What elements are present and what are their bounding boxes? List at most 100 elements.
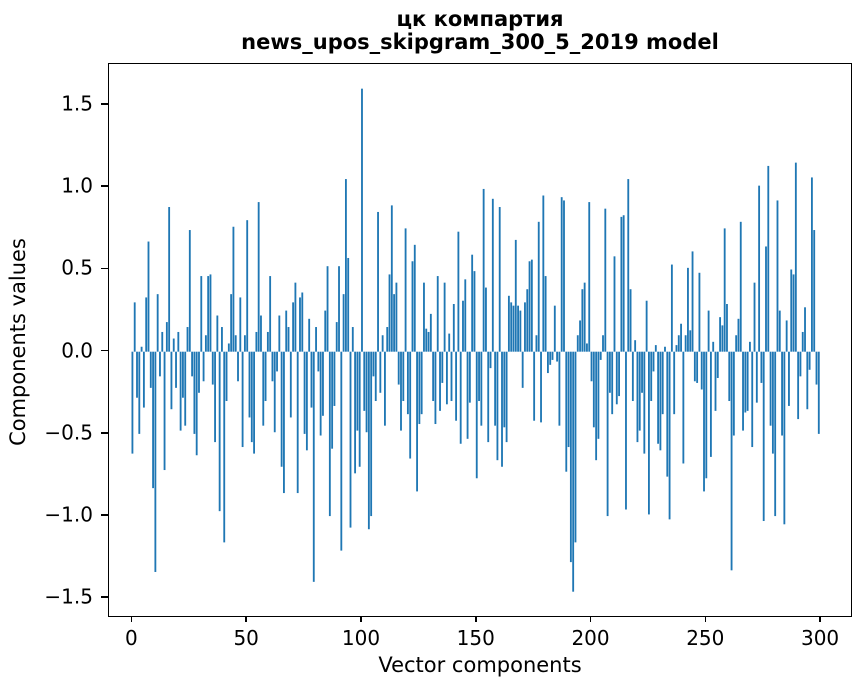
bar xyxy=(198,351,200,393)
bar xyxy=(211,351,214,385)
x-tick-label: 200 xyxy=(571,626,610,650)
bar xyxy=(303,351,306,434)
bar xyxy=(161,331,164,352)
bar xyxy=(363,351,366,411)
bar xyxy=(588,202,591,352)
bar xyxy=(517,305,519,352)
plot-area xyxy=(108,63,852,617)
bar xyxy=(636,351,639,443)
y-axis-label: Components values xyxy=(6,238,30,446)
bar xyxy=(239,297,242,352)
bar xyxy=(312,351,315,582)
bar xyxy=(138,351,141,434)
bar xyxy=(586,343,588,352)
bar xyxy=(620,216,623,352)
bar xyxy=(273,351,276,433)
bar xyxy=(356,351,359,431)
x-tick-label: 100 xyxy=(341,626,381,650)
bar xyxy=(358,351,361,467)
bar xyxy=(136,351,138,398)
bar xyxy=(260,315,262,352)
bar xyxy=(553,305,556,352)
bar-chart xyxy=(131,88,820,592)
bar xyxy=(533,351,536,421)
bar xyxy=(638,351,641,431)
bar xyxy=(365,351,368,433)
bar xyxy=(466,351,469,439)
bar xyxy=(788,351,790,406)
x-tick-mark xyxy=(589,617,592,622)
bar xyxy=(241,351,244,448)
bar xyxy=(542,195,545,352)
bar xyxy=(445,351,448,405)
bar xyxy=(799,351,802,377)
bar xyxy=(643,351,646,454)
bar xyxy=(698,272,701,352)
bar xyxy=(409,351,412,459)
bar xyxy=(186,327,189,352)
bar xyxy=(354,351,357,474)
y-tick-label: −1.5 xyxy=(44,584,93,609)
bar xyxy=(386,327,389,352)
bar xyxy=(765,246,767,352)
bar xyxy=(627,179,630,352)
bar xyxy=(223,351,226,543)
bar xyxy=(436,276,439,352)
bar xyxy=(512,305,515,352)
bar xyxy=(487,351,490,443)
bar xyxy=(305,351,308,451)
bar xyxy=(817,351,820,434)
bar xyxy=(739,221,742,352)
y-tick-mark xyxy=(101,432,108,434)
bar xyxy=(175,351,177,388)
bar xyxy=(202,351,205,382)
bar xyxy=(726,304,728,352)
bar xyxy=(654,345,657,352)
bar xyxy=(468,351,471,403)
bar xyxy=(381,335,384,352)
bar xyxy=(659,351,662,451)
bar xyxy=(815,351,818,385)
bar xyxy=(758,185,761,352)
bar xyxy=(163,351,166,471)
bar xyxy=(145,297,148,352)
bar xyxy=(374,351,377,402)
bar xyxy=(278,315,281,352)
bar xyxy=(478,351,480,402)
bar xyxy=(191,351,194,377)
x-tick-mark xyxy=(474,617,477,622)
bar xyxy=(491,198,494,352)
bar xyxy=(393,294,396,352)
bar xyxy=(292,302,295,352)
bar xyxy=(269,276,272,352)
bar xyxy=(776,200,779,352)
bar xyxy=(579,320,581,352)
bar xyxy=(673,351,676,415)
bar xyxy=(177,331,180,352)
bar xyxy=(769,351,772,426)
bar xyxy=(200,276,203,352)
bar xyxy=(551,351,554,360)
bar xyxy=(182,351,184,398)
bar xyxy=(615,351,618,405)
bar xyxy=(668,351,671,520)
bar xyxy=(340,351,343,551)
bar xyxy=(537,221,540,352)
bar xyxy=(131,351,134,454)
bar xyxy=(705,351,708,479)
bar xyxy=(266,331,269,352)
bar xyxy=(648,351,650,515)
bar xyxy=(503,351,506,428)
bar xyxy=(666,351,669,477)
bar xyxy=(221,327,223,352)
y-tick-label: 0.5 xyxy=(61,256,93,281)
bar xyxy=(700,351,703,390)
bar xyxy=(372,351,375,377)
y-tick-mark xyxy=(101,514,108,516)
bar xyxy=(234,335,237,352)
bar xyxy=(652,351,655,372)
x-tick-mark xyxy=(245,617,247,622)
bar xyxy=(597,351,600,439)
bar xyxy=(645,300,648,352)
bar xyxy=(767,165,770,352)
